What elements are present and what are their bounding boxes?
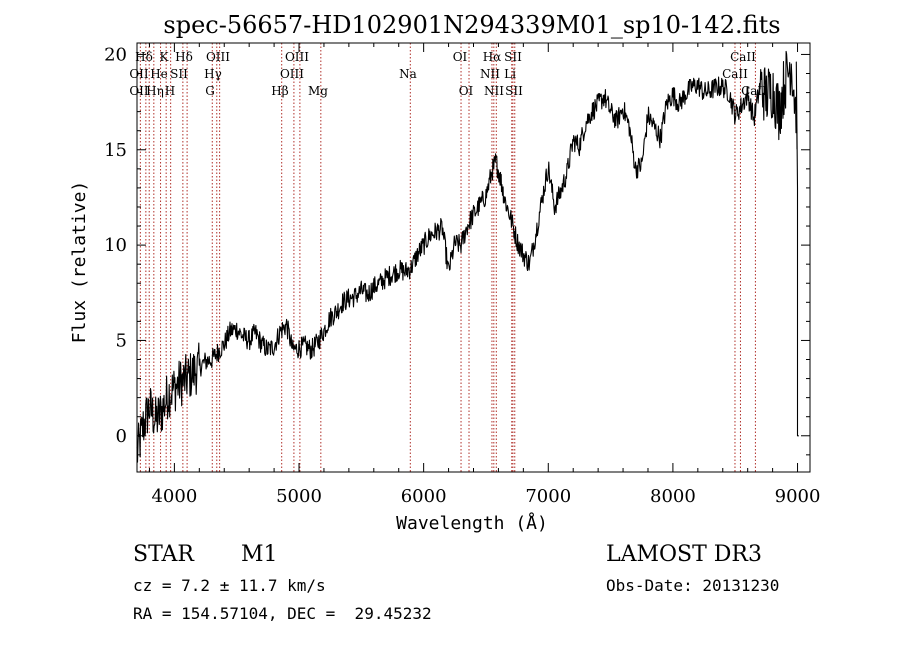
- x-tick-label: 8000: [650, 486, 696, 507]
- line-label: SII: [505, 84, 523, 98]
- x-tick-label: 4000: [151, 486, 197, 507]
- x-tick-label: 7000: [525, 486, 571, 507]
- line-label: NII: [480, 67, 500, 81]
- redshift-text: cz = 7.2 ± 11.7 km/s: [133, 576, 326, 595]
- line-label: Hδ: [175, 50, 193, 64]
- spectral-line-markers: [139, 43, 756, 472]
- line-label: Li: [504, 67, 516, 81]
- line-label: OIII: [285, 50, 309, 64]
- line-label: OIII: [280, 67, 304, 81]
- x-tick-labels: 4000 5000 6000 7000 8000 9000: [151, 486, 820, 507]
- line-label: NII: [484, 84, 504, 98]
- line-label: Hη: [146, 84, 164, 98]
- y-tick-labels: 0 5 10 15 20: [104, 44, 127, 446]
- line-label: Hδ: [135, 50, 153, 64]
- y-axis-label: Flux (relative): [69, 181, 90, 344]
- line-label: OII: [129, 84, 149, 98]
- x-axis-label: Wavelength (Å): [396, 512, 548, 534]
- object-class: STAR: [133, 542, 195, 567]
- spectrum-line: [136, 50, 799, 463]
- y-tick-label: 20: [104, 44, 127, 65]
- line-label: Na: [399, 67, 417, 81]
- obs-date: Obs-Date: 20131230: [606, 576, 779, 595]
- line-label: Mg: [308, 84, 328, 98]
- line-label: CaII: [722, 67, 748, 81]
- line-label: SII: [170, 67, 188, 81]
- line-label: SII: [504, 50, 522, 64]
- line-label: CaII: [730, 50, 756, 64]
- line-label: H: [165, 84, 175, 98]
- y-tick-label: 15: [104, 140, 127, 161]
- chart-title: spec-56657-HD102901N294339M01_sp10-142.f…: [163, 11, 780, 39]
- y-tick-label: 5: [116, 330, 127, 351]
- object-subclass: M1: [241, 542, 278, 567]
- x-tick-label: 6000: [401, 486, 447, 507]
- axes: [136, 42, 811, 473]
- line-label: Hβ: [271, 84, 288, 98]
- coordinates-text: RA = 154.57104, DEC = 29.45232: [133, 604, 432, 623]
- line-label: OI: [453, 50, 468, 64]
- survey-name: LAMOST DR3: [606, 542, 762, 567]
- x-tick-label: 5000: [276, 486, 322, 507]
- line-label: Hα: [483, 50, 502, 64]
- y-tick-label: 0: [116, 426, 127, 447]
- line-label: G: [205, 84, 215, 98]
- line-label: He: [150, 67, 168, 81]
- y-tick-label: 10: [104, 235, 127, 256]
- line-label: Hγ: [204, 67, 222, 81]
- line-label: K: [160, 50, 170, 64]
- line-label: OI: [459, 84, 474, 98]
- line-label: OIII: [206, 50, 230, 64]
- x-tick-label: 9000: [775, 486, 821, 507]
